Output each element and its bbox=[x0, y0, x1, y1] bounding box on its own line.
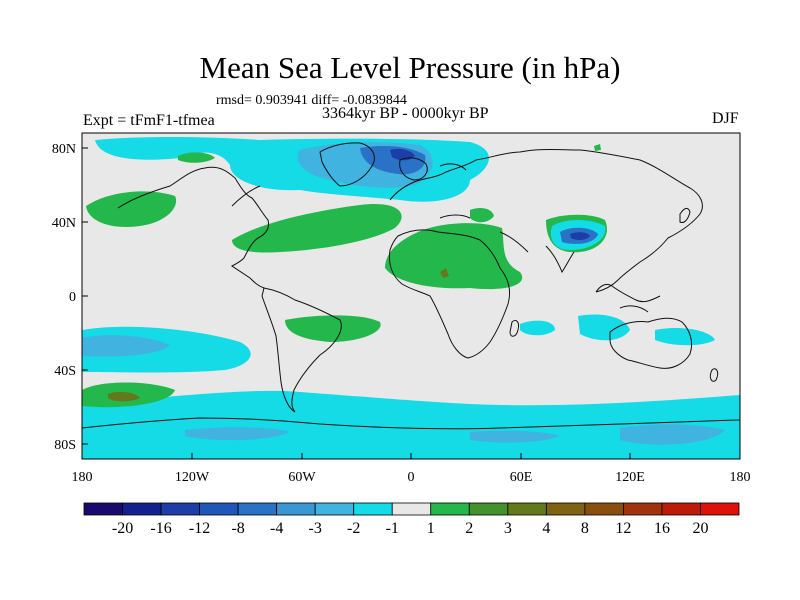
lon-label-120e: 120E bbox=[615, 470, 645, 485]
colorbar-label: -2 bbox=[347, 520, 360, 537]
australia-coast bbox=[609, 317, 693, 369]
mediterranean-green bbox=[385, 223, 523, 290]
colorbar-box bbox=[122, 502, 162, 516]
antarctic-blue-patch-mid bbox=[470, 430, 560, 443]
lon-label-180e: 180 bbox=[730, 470, 751, 485]
lat-label-0: 0 bbox=[69, 290, 76, 305]
colorbar-label: 3 bbox=[504, 520, 512, 537]
map-title: Mean Sea Level Pressure (in hPa) bbox=[199, 50, 621, 85]
colorbar-label: -3 bbox=[309, 520, 322, 537]
antarctica-coast bbox=[82, 417, 740, 430]
colorbar-label: 8 bbox=[581, 520, 589, 537]
colorbar-label: -16 bbox=[150, 520, 171, 537]
south-pacific-dark-green bbox=[108, 391, 140, 402]
east-africa-green bbox=[470, 208, 494, 223]
lon-label-60w: 60W bbox=[288, 470, 316, 485]
longitude-axis: 180 120W 60W 0 60E 120E 180 bbox=[72, 453, 751, 485]
colorbar-box bbox=[545, 502, 586, 516]
colorbar-label: 12 bbox=[615, 520, 631, 537]
antarctic-blue-patch-west bbox=[185, 427, 290, 441]
colorbar-box bbox=[353, 502, 393, 516]
japan-coast bbox=[679, 207, 691, 223]
lat-label-40n: 40N bbox=[52, 216, 76, 231]
colorbar-box bbox=[700, 502, 740, 516]
colorbar-label: -8 bbox=[231, 520, 244, 537]
colorbar-box bbox=[199, 502, 239, 516]
experiment-label: Expt = tFmF1-tfmea bbox=[83, 112, 215, 129]
colorbar-label: 1 bbox=[427, 520, 435, 537]
season-label: DJF bbox=[712, 110, 739, 127]
arctic-islands-coast bbox=[399, 157, 467, 181]
colorbar-box bbox=[237, 502, 278, 516]
stats-label: rmsd= 0.903941 diff= -0.0839844 bbox=[216, 93, 407, 108]
india-coast bbox=[545, 245, 575, 274]
southeast-pacific-cyan bbox=[655, 328, 715, 346]
colorbar-box bbox=[507, 502, 547, 516]
indian-ocean-cyan-west bbox=[520, 320, 555, 336]
madagascar-coast bbox=[509, 319, 519, 337]
lon-label-60e: 60E bbox=[510, 470, 533, 485]
colorbar-label: 4 bbox=[542, 520, 550, 537]
north-america-coast bbox=[117, 166, 269, 289]
antarctic-blue-patch-east bbox=[620, 424, 725, 445]
lon-label-120w: 120W bbox=[175, 470, 210, 485]
africa-dark-green-spot bbox=[440, 268, 449, 278]
colorbar-label: 2 bbox=[465, 520, 473, 537]
colorbar-box bbox=[468, 502, 509, 516]
south-america-coast bbox=[261, 287, 342, 413]
colorbar: -20 -16 -12 -8 -4 -3 -2 -1 1 2 3 4 8 12 16 20 bbox=[83, 502, 740, 537]
indian-ocean-cyan-east bbox=[578, 314, 630, 341]
green-speck bbox=[594, 144, 601, 151]
colorbar-box bbox=[584, 502, 624, 516]
colorbar-box bbox=[623, 502, 663, 516]
colorbar-label: -1 bbox=[386, 520, 399, 537]
colorbar-label: 16 bbox=[654, 520, 670, 537]
lon-label-0: 0 bbox=[408, 470, 415, 485]
south-pacific-light-blue bbox=[82, 335, 170, 357]
colorbar-box bbox=[83, 502, 123, 516]
arctic-dark-blue bbox=[390, 148, 415, 161]
colorbar-box bbox=[430, 502, 470, 516]
latitude-axis: 80N 40N 0 40S 80S bbox=[52, 142, 88, 453]
lat-label-80n: 80N bbox=[52, 142, 76, 157]
period-label: 3364kyr BP - 0000kyr BP bbox=[322, 105, 489, 122]
tibet-dark-blue bbox=[570, 232, 590, 241]
colorbar-box bbox=[160, 502, 200, 516]
south-atlantic-green bbox=[285, 315, 381, 342]
europe-asia-coast bbox=[389, 149, 703, 293]
north-pacific-green bbox=[86, 191, 177, 228]
colorbar-box bbox=[276, 502, 316, 516]
new-zealand-coast bbox=[709, 368, 719, 382]
southeast-asia-coast bbox=[595, 283, 661, 313]
colorbar-label: -12 bbox=[189, 520, 210, 537]
colorbar-label: 20 bbox=[692, 520, 708, 537]
africa-coast bbox=[389, 229, 511, 359]
colorbar-box bbox=[314, 502, 355, 516]
lat-label-80s: 80S bbox=[54, 438, 76, 453]
north-atlantic-green bbox=[232, 204, 402, 253]
greenland-coast bbox=[319, 142, 375, 187]
colorbar-label: -4 bbox=[270, 520, 283, 537]
north-pacific-green-top bbox=[178, 152, 215, 163]
colorbar-box bbox=[391, 502, 432, 516]
colorbar-box bbox=[661, 502, 701, 516]
siberia-cyan bbox=[430, 149, 480, 163]
lon-label-180w: 180 bbox=[72, 470, 93, 485]
map-panel bbox=[82, 133, 740, 459]
lat-label-40s: 40S bbox=[54, 364, 76, 379]
coastlines bbox=[82, 142, 740, 430]
colorbar-label: -20 bbox=[112, 520, 133, 537]
